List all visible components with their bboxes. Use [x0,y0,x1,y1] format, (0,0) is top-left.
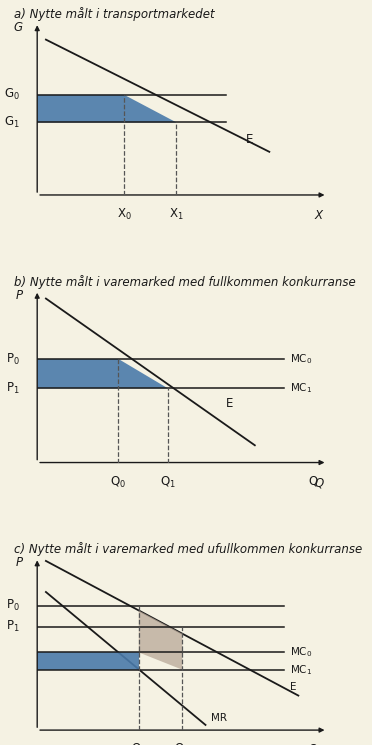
Text: P$_0$: P$_0$ [6,598,20,613]
Text: Q: Q [314,476,323,489]
Text: G: G [13,21,23,34]
Text: MC$_1$: MC$_1$ [290,381,312,395]
Polygon shape [139,610,182,670]
Text: MC$_0$: MC$_0$ [290,352,312,366]
Text: X$_0$: X$_0$ [117,207,132,222]
Text: Q: Q [308,742,317,745]
Text: E: E [290,682,296,692]
Text: Q$_1$: Q$_1$ [160,475,176,489]
Polygon shape [37,359,168,388]
Text: P$_1$: P$_1$ [6,619,20,634]
Text: Q$_0$: Q$_0$ [131,742,147,745]
Text: Q: Q [308,475,317,488]
Text: Q: Q [314,744,323,745]
Text: P: P [16,288,23,302]
Text: c) Nytte målt i varemarked med ufullkommen konkurranse: c) Nytte målt i varemarked med ufullkomm… [14,542,362,557]
Text: E: E [226,397,233,410]
Text: MC$_0$: MC$_0$ [290,645,312,659]
Text: E: E [246,133,253,146]
Text: a) Nytte målt i transportmarkedet: a) Nytte målt i transportmarkedet [14,7,215,21]
Text: Q$_1$: Q$_1$ [174,742,190,745]
Text: MR: MR [211,714,227,723]
Text: b) Nytte målt i varemarked med fullkommen konkurranse: b) Nytte målt i varemarked med fullkomme… [14,275,356,289]
Text: P$_0$: P$_0$ [6,352,20,367]
Text: P: P [16,557,23,569]
Text: Q$_0$: Q$_0$ [110,475,126,489]
Polygon shape [37,95,176,122]
Text: X: X [315,209,323,222]
Text: X$_1$: X$_1$ [169,207,184,222]
Text: MC$_1$: MC$_1$ [290,663,312,676]
Text: P$_1$: P$_1$ [6,381,20,396]
Text: G$_0$: G$_0$ [4,87,20,102]
Polygon shape [37,653,139,670]
Text: G$_1$: G$_1$ [4,115,20,130]
